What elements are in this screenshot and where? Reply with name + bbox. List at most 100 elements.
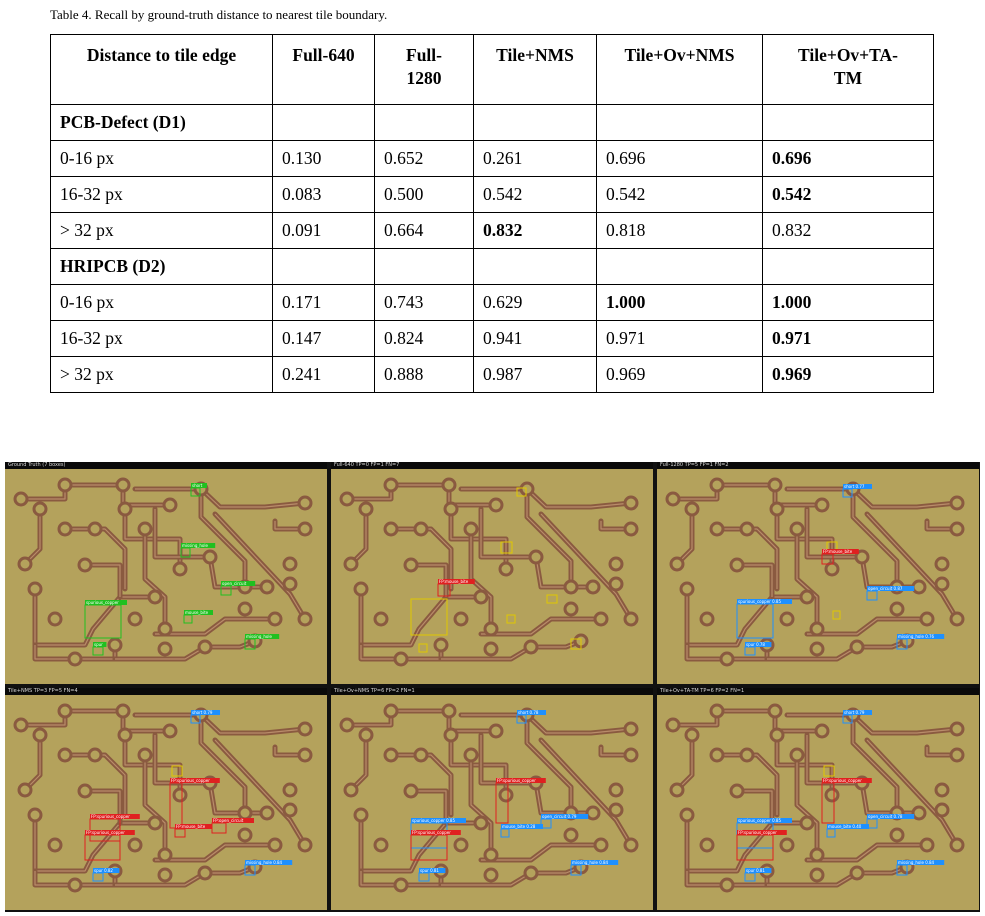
pad — [282, 576, 298, 592]
trace-highlight — [796, 529, 818, 629]
pad — [157, 621, 173, 637]
box-label-background — [517, 710, 546, 715]
pad — [934, 576, 950, 592]
pad — [849, 639, 865, 655]
trace-highlight — [391, 754, 452, 815]
pad — [679, 807, 695, 823]
panel-title: Tile+Ov+TA-TM TP=6 FP=2 FN=1 — [657, 688, 979, 695]
row-label: > 32 px — [50, 356, 273, 393]
pad — [237, 601, 253, 617]
table-header-row: Distance to tile edge Full-640 Full- 1280 Ti… — [50, 34, 934, 105]
trace-highlight — [144, 755, 166, 855]
pad — [443, 501, 459, 517]
pad — [282, 556, 298, 572]
trace-highlight — [461, 488, 632, 508]
pad — [202, 549, 218, 565]
pad — [563, 579, 579, 595]
pad — [719, 651, 735, 667]
trace-highlight — [926, 747, 957, 756]
column-header: Tile+Ov+TA- TM — [762, 34, 934, 105]
pad — [769, 727, 785, 743]
pad — [608, 556, 624, 572]
pad — [115, 703, 131, 719]
pad — [911, 805, 927, 821]
pad — [739, 747, 755, 763]
pad — [267, 837, 283, 853]
box-label-background — [170, 778, 220, 783]
recall-value: 0.818 — [596, 212, 763, 249]
pad — [608, 576, 624, 592]
pad — [297, 521, 313, 537]
pad — [57, 521, 73, 537]
row-label: 0-16 px — [50, 140, 273, 177]
pcb-image: short 0.79 FP:spurious_copper spurious_cop… — [657, 695, 979, 910]
trace-highlight — [526, 715, 572, 813]
pad — [854, 549, 870, 565]
pad — [919, 611, 935, 627]
trace-highlight — [807, 844, 927, 861]
box-label: FP:mouse_bite — [439, 579, 469, 584]
pad — [585, 805, 601, 821]
pad — [709, 477, 725, 493]
pcb-panel: Tile+NMS TP=3 FP=5 FN=4 short 0.79 FP:spur… — [5, 688, 327, 910]
box-label: FP:mouse_bite — [176, 824, 206, 829]
pad — [358, 727, 374, 743]
pad — [563, 601, 579, 617]
trace-highlight — [155, 844, 275, 861]
fn-bounding-box — [546, 594, 558, 604]
pad — [779, 611, 795, 627]
recall-value: 0.743 — [374, 284, 474, 321]
box-label: mouse_bite 0.40 — [828, 824, 862, 829]
pad — [623, 495, 639, 511]
trace-highlight — [866, 739, 958, 846]
pad — [623, 747, 639, 763]
pad — [949, 611, 965, 627]
row-label: 16-32 px — [50, 320, 273, 357]
trace-highlight — [600, 521, 631, 530]
box-label: FP:spurious_copper — [738, 830, 777, 835]
trace-highlight — [200, 489, 246, 587]
trace-highlight — [135, 488, 306, 508]
panel-title: Ground Truth (7 boxes) — [5, 462, 327, 469]
box-label: short 0.79 — [844, 710, 865, 715]
trace-highlight — [686, 589, 807, 646]
pad — [443, 727, 459, 743]
box-label: FP:spurious_copper — [412, 830, 451, 835]
trace-highlight — [360, 589, 481, 646]
pad — [147, 589, 163, 605]
pad — [47, 611, 63, 627]
box-label: missing_hole — [182, 543, 208, 548]
box-label: missing_hole — [246, 634, 272, 639]
pad — [523, 865, 539, 881]
section-row: PCB-Defect (D1) — [50, 104, 934, 141]
pad — [259, 579, 275, 595]
fn-bounding-box — [506, 614, 516, 624]
pad — [684, 727, 700, 743]
pad — [297, 721, 313, 737]
column-header: Tile+Ov+NMS — [596, 34, 763, 105]
pad — [488, 723, 504, 739]
trace-highlight — [214, 513, 306, 620]
recall-value: 0.696 — [596, 140, 763, 177]
box-label: spurious_copper — [86, 600, 119, 605]
trace-highlight — [135, 714, 306, 734]
pcb-image: short 0.77 FP:mouse_bite spurious_copper 0… — [657, 469, 979, 684]
pcb-image: short 0.78 FP:spurious_copper spurious_cop… — [331, 695, 653, 910]
recall-value: 0.130 — [272, 140, 375, 177]
pad — [157, 847, 173, 863]
box-label-background — [411, 818, 466, 823]
table-row: 16-32 px 0.083 0.500 0.542 0.542 0.542 — [50, 176, 934, 213]
pad — [117, 501, 133, 517]
pad — [297, 495, 313, 511]
pad — [593, 837, 609, 853]
pad — [889, 601, 905, 617]
pad — [267, 611, 283, 627]
box-label: mouse_bite — [185, 610, 209, 615]
pad — [769, 501, 785, 517]
box-label-background — [221, 581, 256, 586]
pad — [779, 837, 795, 853]
fn-bounding-box — [832, 610, 841, 620]
row-label: 0-16 px — [50, 284, 273, 321]
pad — [297, 747, 313, 763]
empty-cell — [272, 248, 375, 285]
